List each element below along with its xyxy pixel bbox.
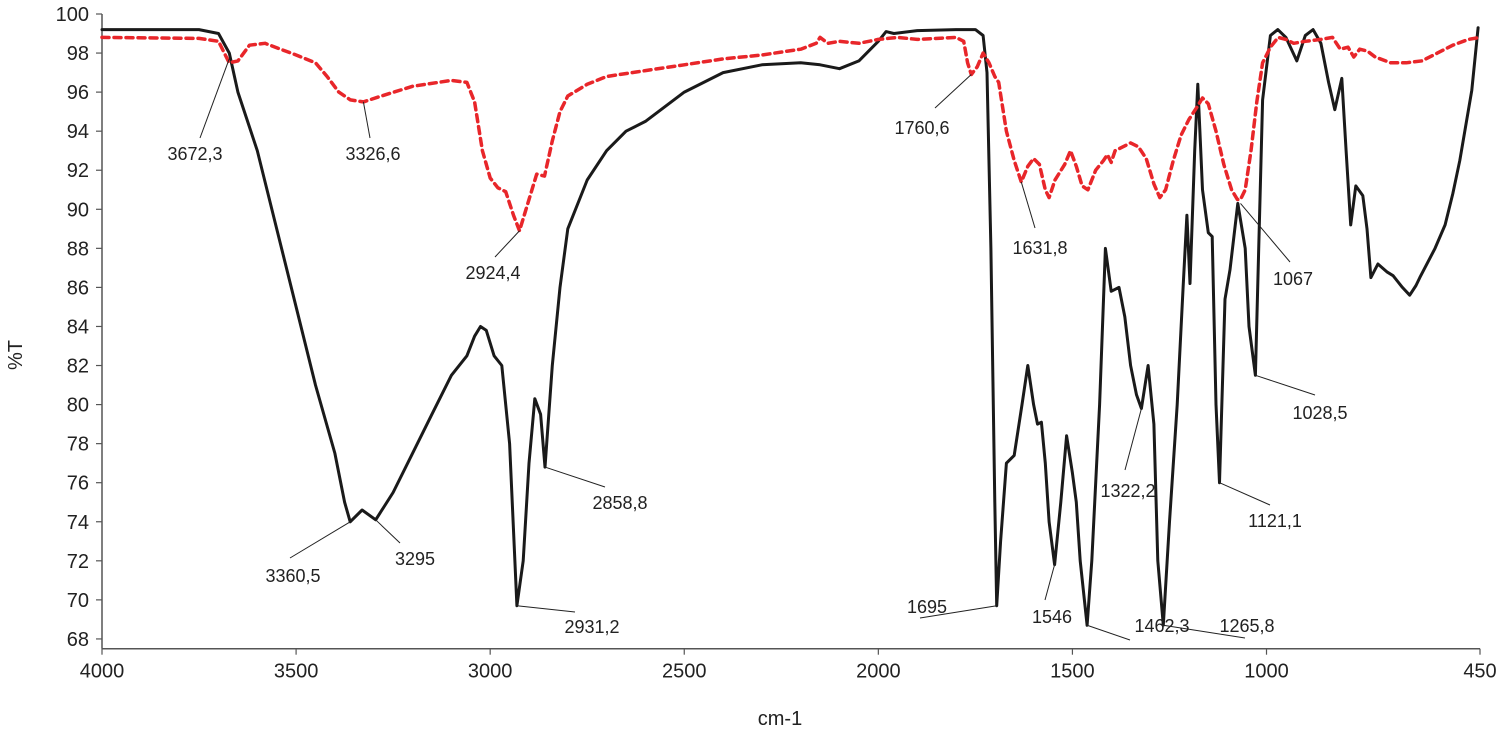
annotation-leader-line [934,74,972,109]
annotation-label: 1028,5 [1292,403,1347,423]
annotation-label: 2924,4 [465,263,520,283]
y-tick-label: 92 [67,160,89,182]
series-line-red-dashed [100,35,1482,233]
x-axis-label: cm-1 [758,708,802,730]
y-tick-label: 80 [67,395,89,417]
annotation-leader-line [199,58,230,139]
y-tick-label: 96 [67,82,89,104]
annotation-label: 1631,8 [1012,238,1067,258]
x-tick-label: 2000 [856,661,901,683]
x-tick-label: 3500 [274,661,319,683]
annotation-label: 3295 [395,549,435,569]
annotation-leader-line [1255,374,1316,396]
y-tick-label: 100 [56,4,89,26]
y-tick-label: 74 [67,512,89,534]
y-tick-label: 68 [67,629,89,651]
annotation-leader-line [494,230,520,258]
annotation-label: 3672,3 [167,144,222,164]
x-tick-label: 3000 [468,661,513,683]
annotation-leader-line [362,101,371,139]
annotation-leader-line [1219,482,1271,506]
y-tick-label: 88 [67,238,89,260]
x-tick-label: 1500 [1050,661,1095,683]
annotation-leader-line [1163,624,1246,639]
y-tick-label: 72 [67,551,89,573]
annotation-label: 1322,2 [1100,481,1155,501]
annotation-label: 1760,6 [894,118,949,138]
annotation-label: 1265,8 [1219,616,1274,636]
y-tick-label: 76 [67,473,89,495]
annotation-leader-line [1020,181,1036,229]
annotation-label: 1121,1 [1248,511,1302,531]
annotation-label: 2931,2 [564,617,619,637]
annotation-label: 2858,8 [592,493,647,513]
annotation-leader-line [1086,624,1131,641]
annotation-leader-line [289,521,351,559]
y-tick-label: 86 [67,277,89,299]
x-tick-label: 2500 [662,661,707,683]
annotation-leader-line [375,519,401,544]
y-axis-label: %T [5,340,27,370]
annotations-group: 3672,3 3326,6 2924,4 3360,5 3295 2931,2 2858,8… [167,58,1348,641]
x-tick-label: 450 [1463,661,1496,683]
y-tick-label: 94 [67,121,89,143]
y-tick-label: 82 [67,356,89,378]
series-line-black-solid [100,26,1480,627]
x-tick-label: 1000 [1244,661,1289,683]
x-tick-label: 4000 [80,661,125,683]
annotation-leader-line [1044,564,1056,601]
y-tick-label: 84 [67,316,89,338]
annotation-leader-line [1124,408,1142,471]
series-group [100,26,1482,627]
annotation-label: 1695 [907,597,947,617]
annotation-leader-line [544,466,606,488]
annotation-leader-line [1240,203,1291,263]
annotation-label: 3326,6 [345,144,400,164]
annotation-label: 1067 [1273,269,1313,289]
y-tick-label: 98 [67,43,89,65]
annotation-leader-line [919,605,997,619]
annotation-label: 1546 [1032,607,1072,627]
annotation-leader-line [516,605,576,613]
annotation-label: 1462,3 [1134,616,1189,636]
axes: 68 70 72 74 76 78 80 82 84 86 88 90 92 94 96 98 100 4000 3… [56,4,1497,683]
y-tick-label: 78 [67,434,89,456]
y-tick-label: 70 [67,590,89,612]
annotation-label: 3360,5 [265,566,320,586]
y-tick-label: 90 [67,199,89,221]
